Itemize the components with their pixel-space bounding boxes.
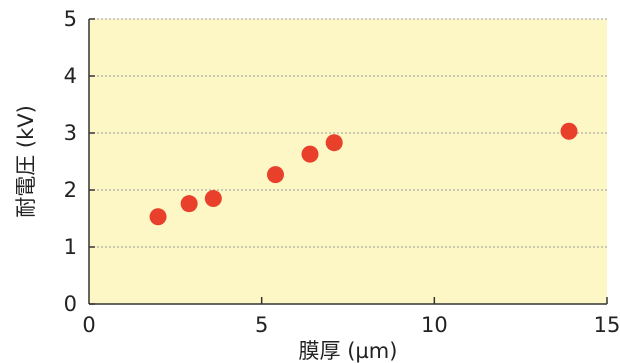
y-tick-label-0: 0 [64, 292, 77, 316]
x-tick-label-2: 10 [421, 313, 448, 337]
axes [88, 18, 608, 305]
x-tick-label-1: 5 [255, 313, 268, 337]
data-point-0-4 [301, 145, 319, 163]
data-point-0-6 [560, 122, 578, 140]
x-tick-label-3: 15 [594, 313, 620, 337]
plot-area [89, 19, 607, 304]
data-points [149, 122, 578, 226]
y-tick-label-1: 1 [64, 235, 77, 259]
x-tick-label-0: 0 [82, 313, 95, 337]
tick-labels: 0 1 2 3 4 5 0 5 10 15 [64, 7, 620, 337]
data-point-0-0 [149, 208, 167, 226]
y-tick-label-2: 2 [64, 178, 77, 202]
data-point-0-1 [180, 195, 198, 213]
data-point-0-2 [204, 190, 222, 208]
data-point-0-3 [266, 166, 284, 184]
y-tick-label-4: 4 [64, 64, 77, 88]
y-tick-label-3: 3 [64, 121, 77, 145]
y-axis-title: 耐電圧 (kV) [14, 105, 38, 218]
data-point-0-5 [325, 134, 343, 152]
y-tick-label-5: 5 [64, 7, 77, 31]
x-axis-title: 膜厚 (µm) [299, 339, 398, 363]
